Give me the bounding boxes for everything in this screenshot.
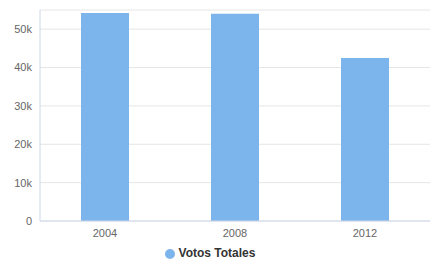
svg-text:10k: 10k	[14, 177, 32, 189]
html-text:Votos Totales: Votos Totales	[178, 246, 256, 260]
svg-text:2004: 2004	[93, 227, 117, 239]
svg-text:0: 0	[26, 215, 32, 227]
svg-text:2008: 2008	[223, 227, 247, 239]
svg-text:20k: 20k	[14, 138, 32, 150]
svg-text:30k: 30k	[14, 100, 32, 112]
svg-text:2012: 2012	[353, 227, 377, 239]
svg-text:40k: 40k	[14, 61, 32, 73]
svg-text:50k: 50k	[14, 23, 32, 35]
